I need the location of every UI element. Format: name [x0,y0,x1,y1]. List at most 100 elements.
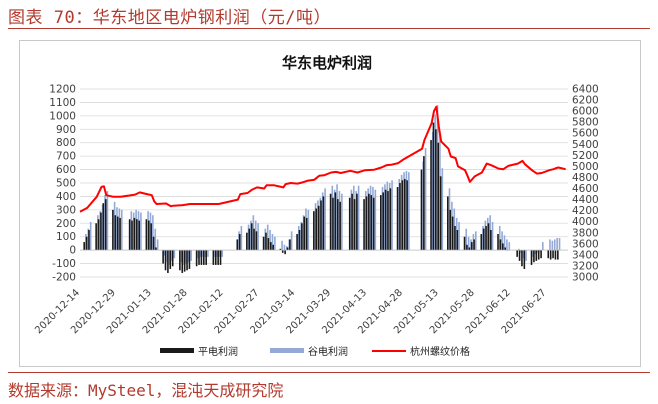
flat-profit-bar [432,122,435,251]
flat-profit-bar [353,199,356,251]
flat-profit-bar [557,250,559,260]
valley-profit-bar [281,240,283,251]
flat-profit-bar [403,178,406,251]
valley-profit-bar [551,240,554,251]
flat-profit-bar [147,220,150,251]
right-tick-label: 4000 [572,216,599,228]
flat-profit-bar [351,193,353,251]
flat-profit-bar [128,219,131,251]
flat-profit-bar [83,242,85,251]
valley-profit-bar [556,238,558,251]
flat-profit-bar [202,250,205,265]
right-tick-label: 3400 [572,249,599,261]
flat-profit-bar [212,250,215,265]
flat-profit-bar [133,217,136,251]
legend-swatch-valley [270,348,304,353]
legend-label-price: 杭州螺纹价格 [410,345,470,358]
flat-profit-bar [454,225,456,251]
right-tick-label: 5200 [572,150,599,162]
left-tick-label: -200 [52,272,76,284]
flat-profit-bar [289,239,291,251]
flat-profit-bar [504,247,507,251]
flat-profit-bar [162,250,164,264]
flat-profit-bar [236,239,239,251]
flat-profit-bar [167,250,169,273]
flat-profit-bar [473,239,475,251]
title-divider [8,28,650,29]
flat-profit-bar [470,242,473,251]
valley-profit-bar [541,242,544,251]
flat-profit-bar [382,192,385,251]
page-title: 图表 70：华东地区电炉钢利润（元/吨） [8,8,331,28]
flat-profit-bar [88,230,90,251]
flat-profit-bar [246,232,248,251]
flat-profit-bar [487,223,490,251]
flat-profit-bar [363,199,365,251]
chart: 华东电炉利润 -200-1000100200300400500600700800… [33,54,599,358]
flat-profit-bar [446,196,449,251]
flat-profit-bar [533,250,535,263]
valley-profit-bar [549,239,551,251]
flat-profit-bar [97,219,100,251]
flat-profit-bar [435,129,437,251]
flat-profit-bar [547,250,550,259]
valley-profit-bar [465,228,468,251]
right-tick-label: 6200 [572,95,599,107]
flat-profit-bar [368,193,370,251]
valley-profit-bar [257,223,259,251]
left-tick-label: 600 [56,164,76,176]
valley-profit-bar [152,215,154,251]
flat-profit-bar [497,234,499,251]
flat-profit-bar [552,250,554,259]
source-divider [8,372,650,373]
flat-profit-bar [329,193,332,251]
flat-profit-bar [296,234,298,251]
left-tick-label: 0 [69,245,76,257]
flat-profit-bar [348,197,351,251]
flat-profit-bar [145,219,148,251]
valley-profit-bar [391,180,393,251]
flat-profit-bar [399,183,401,251]
valley-profit-bar [408,172,410,251]
flat-profit-bar [155,247,157,251]
valley-profit-bar [154,228,157,251]
flat-profit-bar [104,199,107,251]
right-tick-label: 5600 [572,128,599,140]
flat-profit-bar [100,212,102,251]
flat-profit-bar [136,219,138,251]
right-tick-label: 5000 [572,161,599,173]
valley-profit-bar [283,244,286,251]
left-tick-label: 700 [56,151,76,163]
right-tick-label: 5400 [572,139,599,151]
flat-profit-bar [463,236,466,251]
legend: 平电利润 谷电利润 杭州螺纹价格 [160,345,470,358]
flat-profit-bar [102,203,105,251]
valley-profit-bar [501,231,503,251]
flat-profit-bar [423,156,425,251]
valley-profit-bar [424,148,427,251]
left-tick-label: 100 [56,231,76,243]
valley-profit-bar [498,225,501,251]
valley-profit-bar [106,191,109,251]
flat-profit-bar [322,196,325,251]
right-tick-label: 3600 [572,238,599,250]
flat-profit-bar [181,250,184,273]
left-tick-label: 200 [56,218,76,230]
flat-profit-bar [549,250,552,260]
valley-profit-bar [525,250,527,261]
valley-profit-bar [120,209,123,251]
flat-profit-bar [183,250,186,272]
flat-profit-bar [281,250,284,253]
left-tick-label: 1000 [49,110,76,122]
flat-profit-bar [332,197,334,251]
flat-profit-bar [114,215,117,251]
valley-profit-bar [140,212,142,251]
flat-profit-bar [365,196,368,251]
flat-profit-bar [188,250,191,269]
right-tick-label: 6400 [572,84,599,96]
legend-label-flat: 平电利润 [198,345,238,358]
x-axis: 2020-12-142020-12-292021-01-132021-01-28… [33,287,548,336]
flat-profit-bar [171,250,174,267]
left-tick-label: 900 [56,124,76,136]
flat-profit-bar [269,242,272,251]
